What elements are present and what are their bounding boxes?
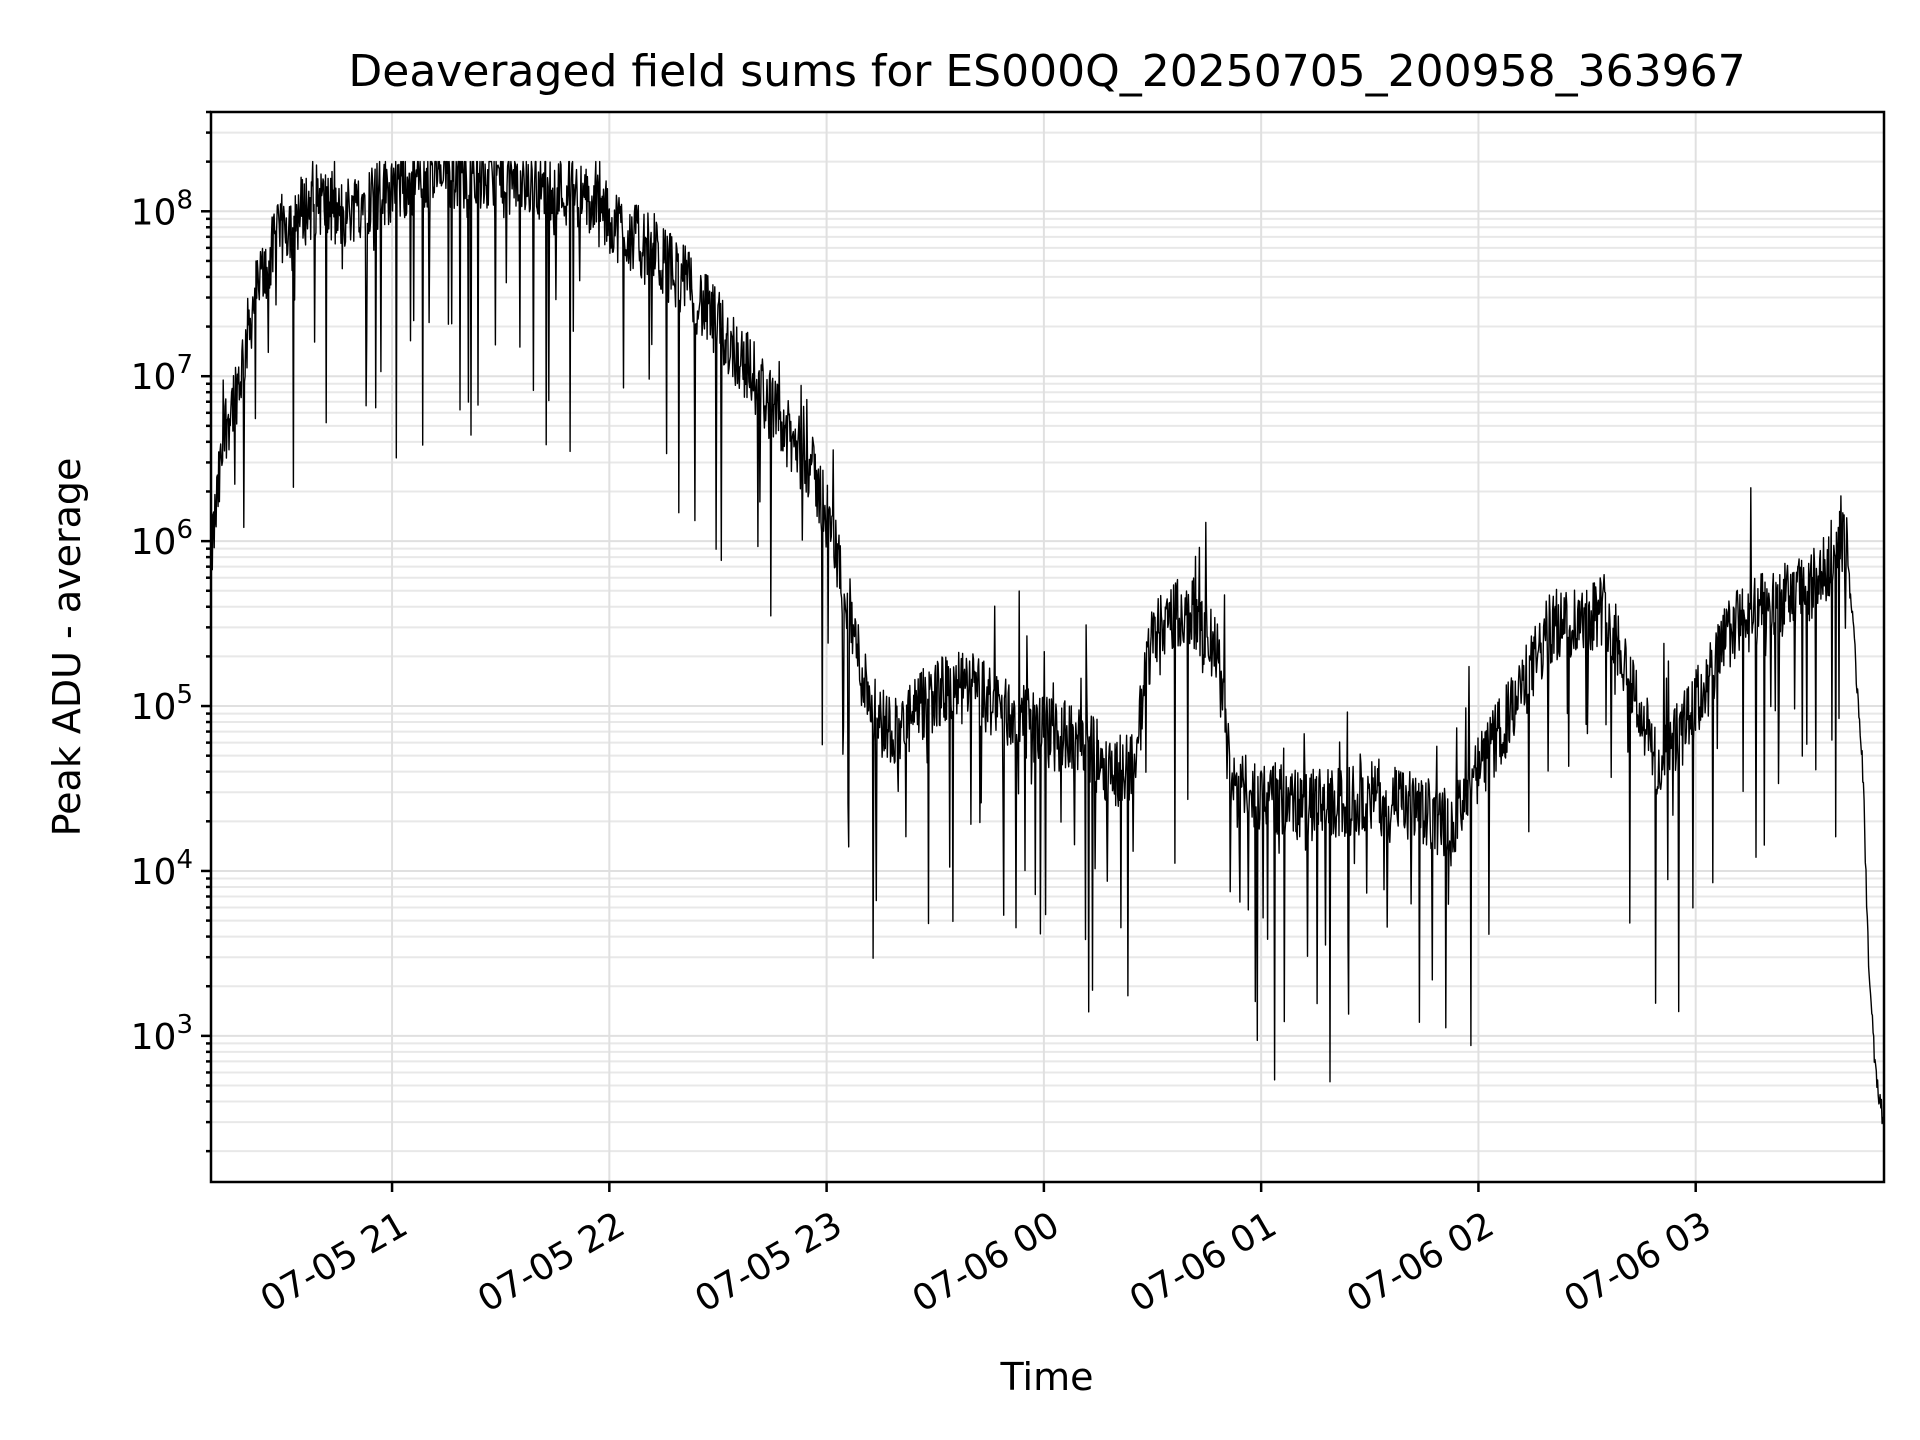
y-axis-label: Peak ADU - average (45, 458, 89, 837)
x-tick-label: 07-06 02 (1340, 1204, 1501, 1320)
plot-frame (209, 110, 1886, 1184)
y-tick-label: 108 (131, 185, 193, 233)
x-tick-label: 07-06 00 (906, 1204, 1067, 1320)
grid (211, 111, 1884, 1182)
y-tick-label: 105 (131, 680, 193, 728)
chart-title: Deaveraged field sums for ES000Q_2025070… (348, 46, 1745, 97)
y-tick-label: 107 (131, 350, 193, 398)
y-tick-label: 103 (131, 1010, 193, 1058)
y-axis: 103 104 105 106 107 108 (131, 110, 211, 1153)
y-tick-label: 106 (131, 515, 193, 563)
plot-area (210, 160, 1885, 1131)
x-tick-label: 07-05 23 (688, 1204, 849, 1320)
x-tick-label: 07-06 03 (1558, 1204, 1719, 1320)
x-tick-label: 07-06 01 (1123, 1204, 1284, 1320)
x-tick-label: 07-05 21 (254, 1204, 415, 1320)
series-line (210, 160, 1885, 1131)
y-tick-label: 104 (131, 845, 193, 893)
x-axis-label: Time (1000, 1355, 1094, 1399)
x-tick-label: 07-05 22 (471, 1204, 632, 1320)
x-axis: 07-05 21 07-05 22 07-05 23 07-06 00 07-06 01… (254, 1182, 1718, 1321)
